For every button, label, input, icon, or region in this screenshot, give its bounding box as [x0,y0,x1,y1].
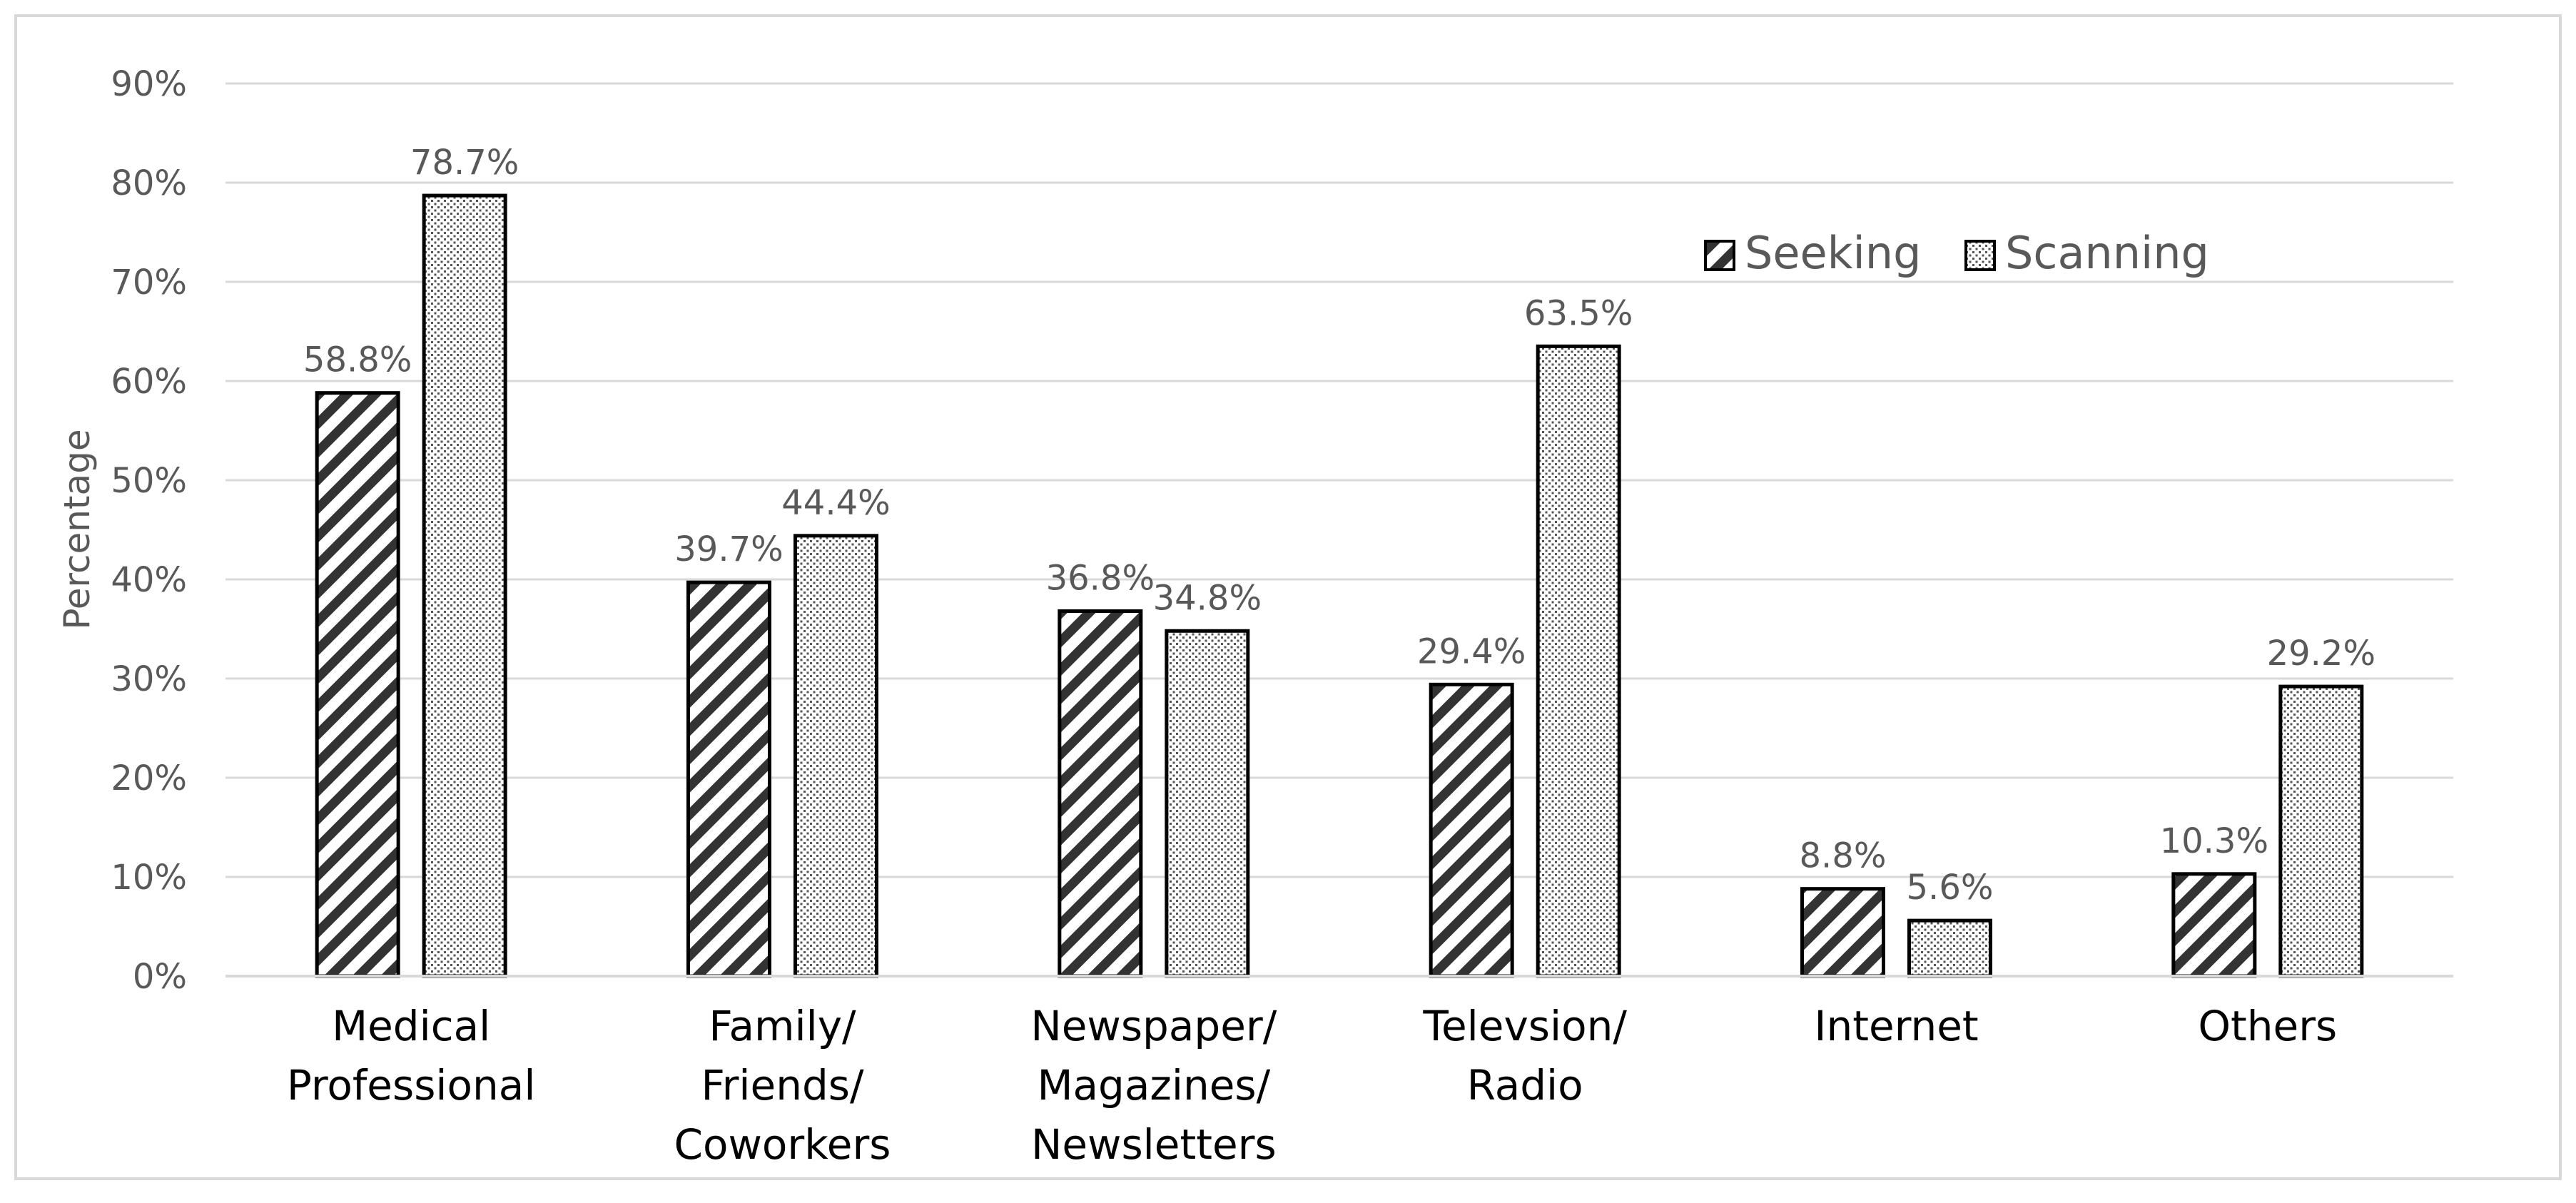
y-tick-label: 0% [133,957,187,997]
bar-scanning [1165,629,1250,978]
y-axis-ticks: 0% 10% 20% 30% 40% 50% 60% 70% 80% 90% [111,64,187,997]
category-label: Coworkers [674,1120,891,1169]
y-tick-label: 80% [111,163,187,203]
data-label-seeking: 8.8% [1800,836,1887,876]
category-label: Newspaper/ [1030,1002,1277,1050]
data-label-scanning: 34.8% [1153,578,1262,618]
y-tick-label: 10% [111,858,187,898]
category-label: Medical [332,1002,490,1050]
legend-label-seeking: Seeking [1745,227,1921,279]
category-label: Televsion/ [1422,1002,1627,1050]
category-label: Internet [1814,1002,1978,1050]
data-label-seeking: 29.4% [1417,631,1526,671]
data-label-seeking: 39.7% [674,529,783,569]
legend: Seeking Scanning [1704,227,2209,279]
category-label: Professional [287,1061,536,1110]
bar-scanning [422,193,507,978]
y-tick-label: 60% [111,362,187,402]
category-label: Others [2198,1002,2337,1050]
data-label-seeking: 36.8% [1046,558,1155,598]
category-label: Family/ [709,1002,856,1050]
data-label-seeking: 10.3% [2160,821,2268,861]
data-label-scanning: 29.2% [2267,634,2375,674]
legend-label-scanning: Scanning [2005,227,2209,279]
x-axis-categories: Medical Professional Family/Friends/Cowork… [287,1002,2337,1169]
gridlines [225,82,2453,878]
legend-swatch-scanning [1964,240,1996,271]
bar-seeking [315,391,400,978]
category-label: Radio [1467,1061,1583,1110]
data-labels: 58.8% 78.7% 39.7% 44.4% 36.8%34.8% 29.4% 63.5%… [303,143,2375,908]
bar-seeking [2171,872,2257,978]
y-tick-label: 40% [111,560,187,600]
bars [315,193,2364,978]
bar-scanning [1536,344,1621,978]
category-label: Magazines/ [1037,1061,1270,1110]
y-tick-label: 70% [111,263,187,303]
y-tick-label: 20% [111,758,187,798]
bar-seeking [1800,887,1885,978]
bar-seeking [1429,682,1514,978]
bar-seeking [686,580,771,978]
bar-seeking [1058,609,1143,978]
category-label: Friends/ [701,1061,864,1110]
legend-swatch-seeking [1704,240,1735,271]
data-label-scanning: 5.6% [1907,868,1994,908]
bar-scanning [793,534,878,978]
y-tick-label: 90% [111,64,187,104]
y-axis-title: Percentage [56,429,98,629]
category-label: Newsletters [1031,1120,1277,1169]
y-tick-label: 30% [111,659,187,699]
bar-scanning [2278,684,2364,978]
data-label-scanning: 44.4% [781,483,890,523]
y-tick-label: 50% [111,461,187,501]
bar-scanning [1907,918,1992,978]
data-label-scanning: 63.5% [1524,293,1633,333]
data-label-seeking: 58.8% [303,340,412,380]
data-label-scanning: 78.7% [410,143,519,183]
